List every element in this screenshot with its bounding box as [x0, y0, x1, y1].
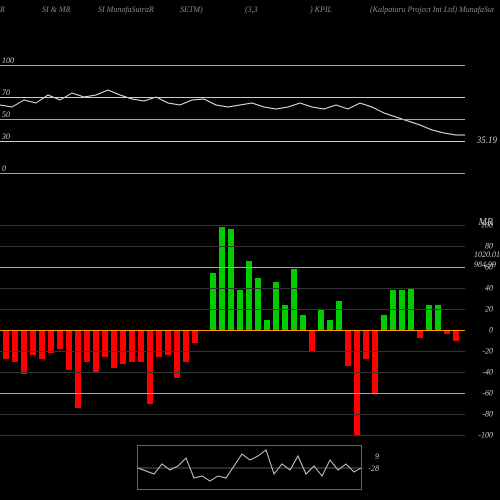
mr-bar — [156, 330, 162, 357]
mr-bar — [237, 290, 243, 330]
mr-y-label: -20 — [482, 347, 493, 356]
mr-gridline — [0, 372, 465, 373]
mr-bar — [120, 330, 126, 364]
rsi-current-value: 35.19 — [477, 135, 497, 145]
rsi-y-label: 50 — [2, 110, 10, 119]
bottom-label: -28 — [368, 464, 379, 473]
mr-bar — [12, 330, 18, 362]
mr-bar — [21, 330, 27, 374]
mr-bar — [183, 330, 189, 362]
mr-bar — [372, 330, 378, 393]
rsi-y-label: 30 — [2, 132, 10, 141]
mr-bar — [345, 330, 351, 366]
rsi-gridline — [0, 141, 465, 142]
rsi-y-label: 100 — [2, 56, 14, 65]
mr-bar — [210, 273, 216, 330]
header-text: SETM) — [180, 5, 203, 14]
mr-gridline — [0, 309, 465, 310]
mr-y-label: -60 — [482, 389, 493, 398]
header-text: (3,3 — [245, 5, 258, 14]
mr-bar — [363, 330, 369, 359]
mr-y-label: 60 — [485, 263, 493, 272]
mr-y-label: 40 — [485, 284, 493, 293]
header-text: SI & MR — [42, 5, 70, 14]
mr-bar — [84, 330, 90, 362]
mr-gridline — [0, 330, 465, 331]
mr-bar — [246, 261, 252, 330]
mr-y-label: -80 — [482, 410, 493, 419]
rsi-chart-panel: 35.19 1007050300 — [0, 65, 465, 173]
mr-bar — [300, 315, 306, 330]
header-text: SI MunafaSutraR — [98, 5, 154, 14]
rsi-y-label: 70 — [2, 88, 10, 97]
mr-chart-panel: MR 1020.01984.99 100806040200-20-40-60-8… — [0, 225, 465, 435]
bottom-chart-panel: 9-28 — [137, 445, 362, 490]
rsi-gridline — [0, 173, 465, 174]
mr-bar — [318, 309, 324, 330]
mr-bar — [381, 315, 387, 330]
mr-y-label: -40 — [482, 368, 493, 377]
mr-bar — [138, 330, 144, 362]
mr-bar — [327, 320, 333, 331]
mr-bar — [75, 330, 81, 408]
mr-bar — [417, 330, 423, 338]
bottom-svg — [138, 446, 363, 491]
price-label: 1020.01 — [474, 250, 500, 260]
mr-bar — [390, 290, 396, 330]
mr-bar — [129, 330, 135, 362]
mr-gridline — [0, 351, 465, 352]
mr-gridline — [0, 267, 465, 268]
mr-bar — [255, 278, 261, 331]
mr-gridline — [0, 288, 465, 289]
mr-gridline — [0, 414, 465, 415]
mr-y-label: 20 — [485, 305, 493, 314]
rsi-gridline — [0, 97, 465, 98]
mr-bar — [102, 330, 108, 357]
header-text: ) KPIL — [310, 5, 332, 14]
mr-bar — [336, 301, 342, 330]
chart-header: R SI & MR SI MunafaSutraR SETM) (3,3 ) KPIL (K… — [0, 5, 500, 17]
header-text: R — [0, 5, 5, 14]
mr-bar — [453, 330, 459, 341]
mr-bar — [57, 330, 63, 349]
header-text: (Kalpataru Project Int Ltd) MunafaSut — [370, 5, 494, 14]
mr-bar — [219, 227, 225, 330]
mr-y-label: -100 — [478, 431, 493, 440]
mr-bar — [111, 330, 117, 368]
mr-gridline — [0, 435, 465, 436]
rsi-gridline — [0, 119, 465, 120]
mr-gridline — [0, 246, 465, 247]
mr-bar — [192, 330, 198, 343]
bottom-label: 9 — [375, 452, 379, 461]
mr-bar — [39, 330, 45, 359]
mr-gridline — [0, 393, 465, 394]
mr-gridline — [0, 225, 465, 226]
mr-bar — [66, 330, 72, 370]
mr-y-label: 80 — [485, 242, 493, 251]
mr-bar — [228, 229, 234, 330]
mr-bar — [3, 330, 9, 359]
mr-bar — [48, 330, 54, 353]
mr-y-label: 0 — [489, 326, 493, 335]
mr-bar — [354, 330, 360, 435]
mr-bar — [399, 290, 405, 330]
mr-bar — [264, 320, 270, 331]
rsi-gridline — [0, 65, 465, 66]
rsi-y-label: 0 — [2, 164, 6, 173]
mr-bar — [291, 269, 297, 330]
mr-y-label: 100 — [481, 221, 493, 230]
mr-bar — [309, 330, 315, 351]
